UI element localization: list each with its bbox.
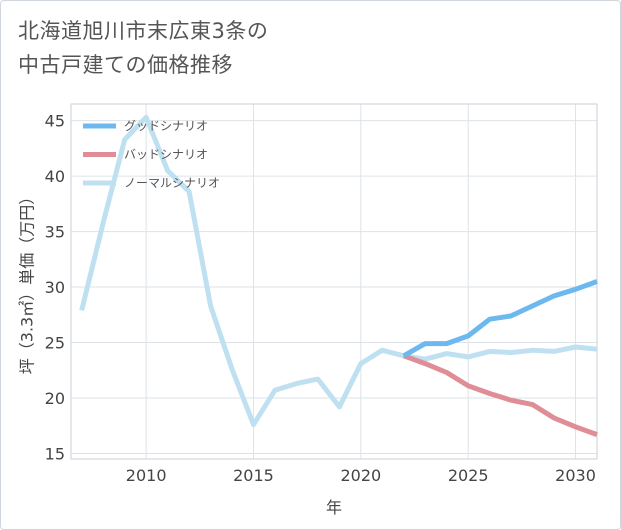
x-tick-label: 2025 <box>448 466 489 485</box>
x-axis-title: 年 <box>326 498 342 517</box>
y-tick-label: 20 <box>45 389 65 408</box>
y-tick-label: 45 <box>45 112 65 131</box>
chart-title-line-2: 中古戸建ての価格推移 <box>18 53 233 77</box>
x-tick-label: 2010 <box>126 466 167 485</box>
y-tick-label: 15 <box>45 444 65 463</box>
y-tick-label: 30 <box>45 278 65 297</box>
legend-label: グッドシナリオ <box>124 119 208 133</box>
legend-label: ノーマルシナリオ <box>124 176 220 190</box>
chart-title: 北海道旭川市末広東3条の 中古戸建ての価格推移 <box>18 14 268 82</box>
series-line-2 <box>79 114 598 428</box>
y-axis-title: 坪（3.3㎡）単価（万円） <box>18 189 37 374</box>
chart-title-line-1: 北海道旭川市末広東3条の <box>18 19 269 43</box>
y-tick-label: 25 <box>45 334 65 353</box>
legend-label: バッドシナリオ <box>124 148 208 162</box>
y-tick-label: 35 <box>45 223 65 242</box>
x-tick-label: 2020 <box>340 466 381 485</box>
series-lines <box>79 114 598 437</box>
y-tick-label: 40 <box>45 167 65 186</box>
x-axis-ticks: 2010 2015 2020 2025 2030 <box>126 466 596 485</box>
x-tick-label: 2030 <box>555 466 596 485</box>
x-tick-label: 2015 <box>233 466 274 485</box>
y-axis-ticks: 15 20 25 30 35 40 45 <box>45 112 65 464</box>
series-line-0 <box>402 279 598 358</box>
grid <box>71 104 597 459</box>
series-line-1 <box>402 353 598 437</box>
